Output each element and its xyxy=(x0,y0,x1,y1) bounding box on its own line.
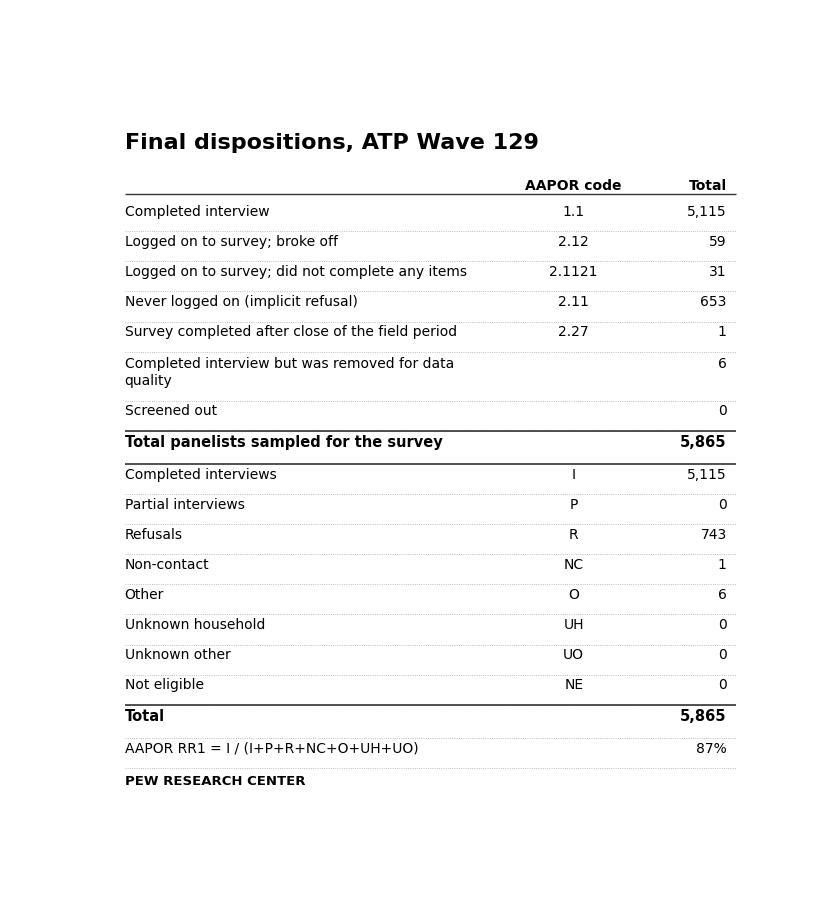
Text: Never logged on (implicit refusal): Never logged on (implicit refusal) xyxy=(124,295,357,309)
Text: 1.1: 1.1 xyxy=(563,205,585,219)
Text: Unknown household: Unknown household xyxy=(124,618,265,632)
Text: Screened out: Screened out xyxy=(124,404,217,418)
Text: 0: 0 xyxy=(718,648,727,662)
Text: Completed interview: Completed interview xyxy=(124,205,269,219)
Text: 1: 1 xyxy=(718,558,727,572)
Text: Completed interviews: Completed interviews xyxy=(124,468,276,482)
Text: NC: NC xyxy=(564,558,584,572)
Text: 5,865: 5,865 xyxy=(680,708,727,724)
Text: 59: 59 xyxy=(709,235,727,249)
Text: Survey completed after close of the field period: Survey completed after close of the fiel… xyxy=(124,325,457,339)
Text: 87%: 87% xyxy=(696,742,727,755)
Text: Total panelists sampled for the survey: Total panelists sampled for the survey xyxy=(124,435,443,449)
Text: UO: UO xyxy=(564,648,585,662)
Text: Not eligible: Not eligible xyxy=(124,678,203,692)
Text: 5,115: 5,115 xyxy=(687,468,727,482)
Text: 2.11: 2.11 xyxy=(559,295,589,309)
Text: Partial interviews: Partial interviews xyxy=(124,498,244,512)
Text: Final dispositions, ATP Wave 129: Final dispositions, ATP Wave 129 xyxy=(124,133,538,153)
Text: Logged on to survey; broke off: Logged on to survey; broke off xyxy=(124,235,338,249)
Text: Total: Total xyxy=(124,708,165,724)
Text: Non-contact: Non-contact xyxy=(124,558,209,572)
Text: AAPOR RR1 = I / (I+P+R+NC+O+UH+UO): AAPOR RR1 = I / (I+P+R+NC+O+UH+UO) xyxy=(124,742,418,755)
Text: Logged on to survey; did not complete any items: Logged on to survey; did not complete an… xyxy=(124,265,466,279)
Text: PEW RESEARCH CENTER: PEW RESEARCH CENTER xyxy=(124,775,305,788)
Text: 6: 6 xyxy=(718,588,727,602)
Text: 5,115: 5,115 xyxy=(687,205,727,219)
Text: Refusals: Refusals xyxy=(124,528,182,542)
Text: 2.1121: 2.1121 xyxy=(549,265,598,279)
Text: 6: 6 xyxy=(718,358,727,371)
Text: Unknown other: Unknown other xyxy=(124,648,230,662)
Text: NE: NE xyxy=(564,678,583,692)
Text: 743: 743 xyxy=(701,528,727,542)
Text: 5,865: 5,865 xyxy=(680,435,727,449)
Text: 31: 31 xyxy=(709,265,727,279)
Text: I: I xyxy=(572,468,575,482)
Text: O: O xyxy=(569,588,579,602)
Text: 2.27: 2.27 xyxy=(559,325,589,339)
Text: AAPOR code: AAPOR code xyxy=(526,179,622,192)
Text: 0: 0 xyxy=(718,404,727,418)
Text: 0: 0 xyxy=(718,678,727,692)
Text: 0: 0 xyxy=(718,498,727,512)
Text: Completed interview but was removed for data
quality: Completed interview but was removed for … xyxy=(124,358,454,388)
Text: R: R xyxy=(569,528,579,542)
Text: 1: 1 xyxy=(718,325,727,339)
Text: UH: UH xyxy=(564,618,584,632)
Text: Other: Other xyxy=(124,588,164,602)
Text: 2.12: 2.12 xyxy=(559,235,589,249)
Text: 653: 653 xyxy=(701,295,727,309)
Text: Total: Total xyxy=(689,179,727,192)
Text: 0: 0 xyxy=(718,618,727,632)
Text: P: P xyxy=(570,498,578,512)
